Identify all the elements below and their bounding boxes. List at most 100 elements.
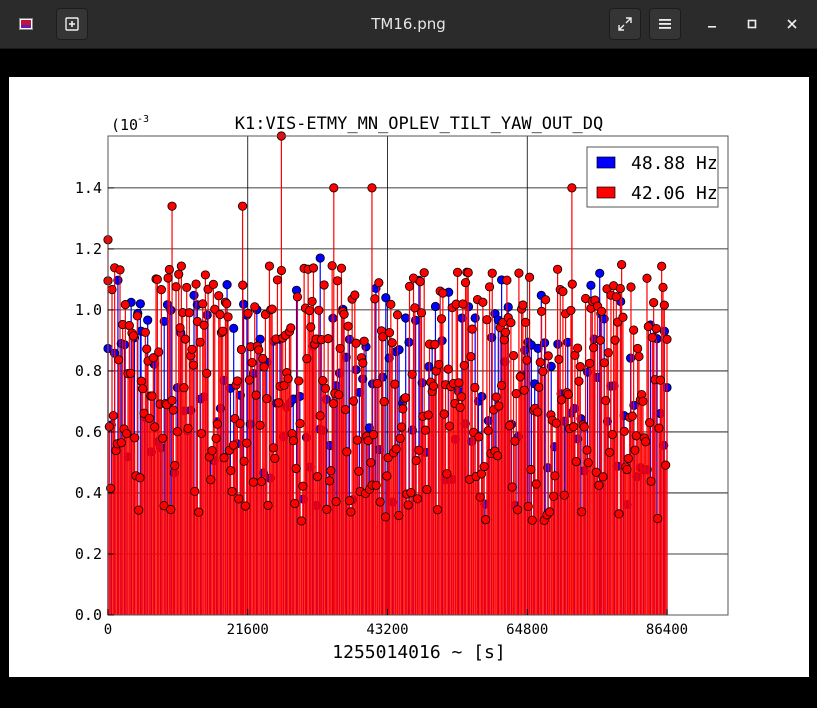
data-point <box>500 327 511 337</box>
data-point <box>394 510 404 521</box>
data-point <box>251 390 261 400</box>
data-point <box>363 436 373 446</box>
data-point <box>626 282 636 292</box>
data-point <box>474 432 484 442</box>
data-point <box>340 404 351 415</box>
data-point <box>412 494 423 504</box>
data-point <box>195 337 205 347</box>
data-point <box>563 389 573 400</box>
data-point <box>654 423 664 433</box>
data-point <box>237 201 248 211</box>
x-tick-label: 21600 <box>227 622 269 638</box>
data-point <box>135 473 145 483</box>
data-point <box>457 313 467 323</box>
data-point <box>428 381 439 391</box>
data-point <box>390 379 400 389</box>
data-point <box>538 366 548 376</box>
minimize-icon <box>708 26 716 28</box>
data-point <box>630 445 640 455</box>
data-point <box>531 479 541 489</box>
data-point <box>420 425 431 435</box>
data-point <box>651 324 661 334</box>
data-point <box>255 420 265 430</box>
data-point <box>569 422 579 432</box>
data-point <box>240 501 251 511</box>
new-tab-button[interactable] <box>56 8 88 40</box>
data-point <box>641 437 651 447</box>
data-point <box>218 326 228 336</box>
data-point <box>543 351 553 361</box>
data-point <box>657 261 667 271</box>
data-point <box>142 344 152 354</box>
legend-label: 48.88 Hz <box>631 153 718 174</box>
data-point <box>379 396 389 407</box>
data-point <box>535 357 545 367</box>
y-tick-label: 1.2 <box>75 240 102 258</box>
y-tick-label: 0.2 <box>75 545 102 563</box>
maximize-button[interactable] <box>740 12 764 36</box>
data-point <box>483 426 493 436</box>
data-point <box>312 472 323 482</box>
data-point <box>442 469 452 479</box>
y-tick-label: 0.0 <box>75 606 102 624</box>
data-point <box>470 382 480 393</box>
data-point <box>422 484 432 495</box>
data-point <box>148 353 158 363</box>
minimize-button[interactable] <box>700 12 724 36</box>
data-point <box>401 313 411 323</box>
data-point <box>286 323 296 333</box>
data-point <box>544 507 555 517</box>
fullscreen-button[interactable] <box>609 8 641 40</box>
data-point <box>645 418 655 428</box>
data-point <box>324 476 335 486</box>
legend-label: 42.06 Hz <box>631 183 718 204</box>
data-point <box>615 283 625 294</box>
data-point <box>571 456 581 467</box>
x-tick-label: 0 <box>104 622 112 638</box>
data-point <box>487 268 497 278</box>
data-point <box>163 273 173 283</box>
data-point <box>659 300 669 310</box>
x-axis-label: 1255014016 ~ [s] <box>332 642 505 663</box>
close-button[interactable] <box>780 12 804 36</box>
data-point <box>601 395 611 406</box>
data-point <box>567 279 577 289</box>
data-point <box>504 421 515 431</box>
data-point <box>288 436 299 446</box>
data-point <box>417 378 427 388</box>
data-point <box>460 277 471 288</box>
data-point <box>419 268 429 278</box>
data-point <box>236 344 247 355</box>
data-point <box>456 392 467 402</box>
data-point <box>352 435 363 445</box>
data-point <box>334 390 344 400</box>
data-point <box>554 354 564 364</box>
data-point <box>558 286 568 297</box>
data-point <box>243 308 253 318</box>
data-point <box>294 376 304 386</box>
data-point <box>633 343 643 354</box>
data-point <box>339 309 349 319</box>
data-point <box>508 350 519 361</box>
data-point <box>533 343 543 353</box>
data-point <box>315 411 325 421</box>
data-point <box>585 358 595 368</box>
data-point <box>229 323 239 333</box>
data-point <box>327 261 337 271</box>
data-point <box>138 384 148 394</box>
data-point <box>519 385 529 395</box>
data-point <box>346 507 356 517</box>
data-point <box>342 447 352 457</box>
data-point <box>494 401 504 411</box>
data-point <box>322 504 332 514</box>
y-multiplier: (10 <box>111 116 138 134</box>
menu-button[interactable] <box>649 8 681 40</box>
data-point <box>506 317 516 328</box>
data-point <box>371 480 381 490</box>
app-icon[interactable] <box>10 8 42 40</box>
data-point <box>618 312 628 322</box>
data-point <box>559 490 569 500</box>
data-point <box>643 321 653 332</box>
data-point <box>202 310 212 320</box>
data-point <box>438 288 448 298</box>
